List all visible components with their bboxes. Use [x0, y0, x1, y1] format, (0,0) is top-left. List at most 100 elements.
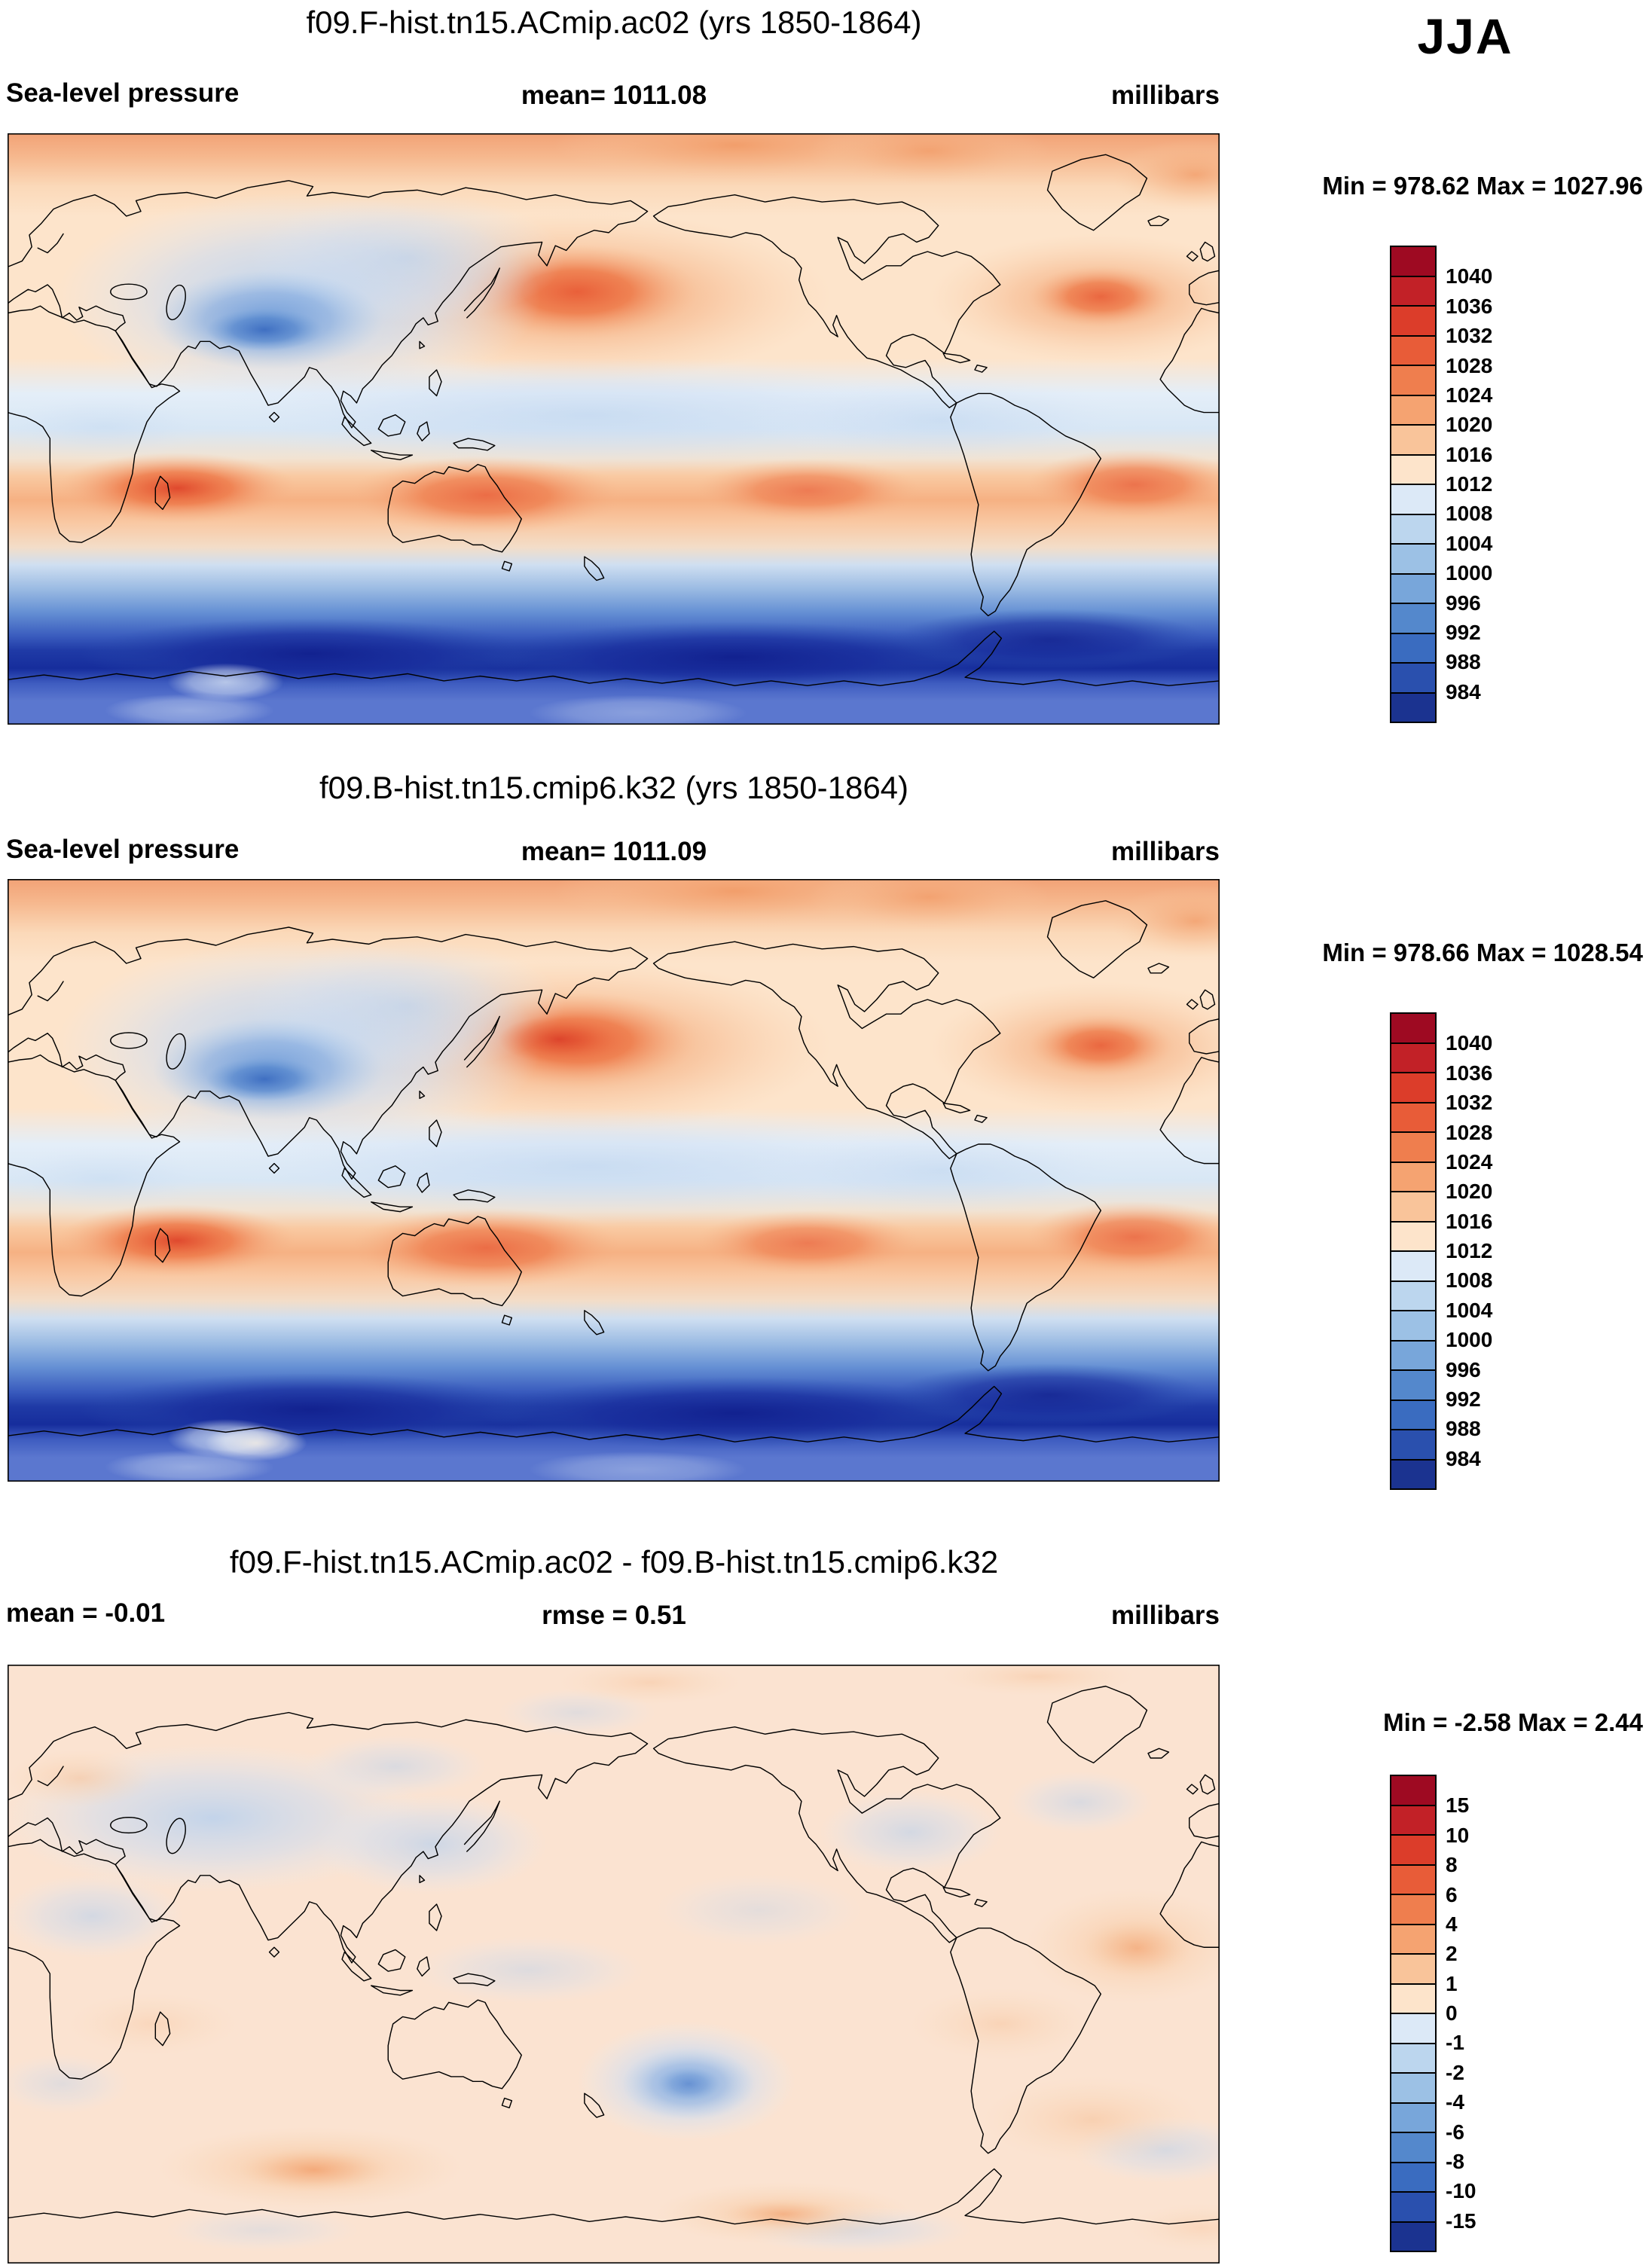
- colorbar-tick-label: 1000: [1446, 1328, 1493, 1352]
- colorbar-tick-label: 0: [1446, 2001, 1458, 2025]
- panel1-minmax: Min = 978.62 Max = 1027.96: [1322, 172, 1643, 200]
- map-border: [8, 133, 1220, 725]
- colorbar-tick-label: -4: [1446, 2090, 1464, 2114]
- colorbar-cell: [1391, 2042, 1435, 2072]
- colorbar-tick-label: 1004: [1446, 1298, 1493, 1322]
- colorbar-tick-label: 1008: [1446, 1268, 1493, 1293]
- colorbar-cell: [1391, 2221, 1435, 2251]
- colorbar-tick-label: 15: [1446, 1793, 1470, 1818]
- colorbar-tick-label: 1012: [1446, 472, 1493, 496]
- panel1-mean-text: mean= 1011.08: [521, 81, 707, 110]
- panel3-map: [8, 1665, 1220, 2263]
- colorbar-tick-label: 1: [1446, 1971, 1458, 1995]
- colorbar-cell: [1391, 2013, 1435, 2043]
- colorbar-tick-label: 1040: [1446, 264, 1493, 288]
- panel2-map: [8, 879, 1220, 1482]
- colorbar-tick-label: 2: [1446, 1942, 1458, 1966]
- panel1-title: f09.F-hist.tn15.ACmip.ac02 (yrs 1850-186…: [306, 5, 922, 40]
- colorbar-cell: [1391, 365, 1435, 395]
- colorbar-cell: [1391, 1220, 1435, 1250]
- colorbar-cell: [1391, 2102, 1435, 2132]
- colorbar-cell: [1391, 543, 1435, 573]
- panel3-units-label: millibars: [1111, 1601, 1220, 1630]
- colorbar-tick-label: 6: [1446, 1882, 1458, 1906]
- colorbar-tick-label: 988: [1446, 1417, 1481, 1441]
- colorbar-tick-label: 1024: [1446, 383, 1493, 407]
- colorbar-cell: [1391, 1983, 1435, 2013]
- panel3-rmse-text: rmse = 0.51: [542, 1601, 686, 1630]
- colorbar-tick-label: 1020: [1446, 1180, 1493, 1204]
- colorbar-cell: [1391, 1776, 1435, 1805]
- colorbar-tick-label: 1040: [1446, 1031, 1493, 1055]
- colorbar-cell: [1391, 1310, 1435, 1340]
- panel2-colorbar: 1040 1036 1032 1028 1024 1020 1016 1012 1008 1004…: [1390, 1012, 1492, 1490]
- slp-contour-field: [8, 879, 1220, 1482]
- colorbar-cell: [1391, 1072, 1435, 1102]
- colorbar-cell: [1391, 424, 1435, 454]
- panel3-title: f09.F-hist.tn15.ACmip.ac02 - f09.B-hist.…: [229, 1544, 999, 1580]
- colorbar-cell: [1391, 484, 1435, 514]
- colorbar-cell: [1391, 1458, 1435, 1488]
- colorbar-cell: [1391, 572, 1435, 603]
- map-border: [8, 879, 1220, 1482]
- colorbar-tick-label: 984: [1446, 1446, 1481, 1470]
- colorbar-tick-label: 1032: [1446, 1091, 1493, 1115]
- colorbar-cell: [1391, 1834, 1435, 1864]
- panel1-map: [8, 133, 1220, 725]
- panel2-minmax: Min = 978.66 Max = 1028.54: [1322, 939, 1643, 966]
- colorbar-tick-label: 1016: [1446, 1209, 1493, 1233]
- panel3-minmax: Min = -2.58 Max = 2.44: [1383, 1708, 1643, 1736]
- colorbar-cell: [1391, 1280, 1435, 1310]
- colorbar-tick-label: -10: [1446, 2179, 1476, 2203]
- panel1-variable-label: Sea-level pressure: [6, 78, 240, 108]
- colorbar-cell: [1391, 275, 1435, 305]
- colorbar-cell: [1391, 632, 1435, 662]
- colorbar-cell: [1391, 1191, 1435, 1221]
- colorbar-tick-label: 1012: [1446, 1239, 1493, 1262]
- colorbar-cell: [1391, 513, 1435, 543]
- colorbar-tick-label: -2: [1446, 2060, 1464, 2084]
- colorbar-tick-label: 992: [1446, 1387, 1481, 1411]
- panel2-mean-text: mean= 1011.09: [521, 837, 707, 866]
- colorbar-tick-label: 1004: [1446, 531, 1493, 555]
- map-border: [8, 1665, 1220, 2263]
- panel3-mean-text: mean = -0.01: [6, 1598, 166, 1628]
- colorbar-cell: [1391, 305, 1435, 335]
- colorbar-cell: [1391, 1339, 1435, 1369]
- slp-contour-field: [8, 133, 1220, 725]
- colorbar-cell: [1391, 2072, 1435, 2102]
- colorbar-cell: [1391, 2191, 1435, 2221]
- colorbar-tick-label: 1028: [1446, 1120, 1493, 1144]
- colorbar-tick-label: 992: [1446, 620, 1481, 644]
- colorbar-tick-label: 10: [1446, 1823, 1470, 1847]
- colorbar-tick-label: 4: [1446, 1912, 1458, 1936]
- colorbar-cell: [1391, 1864, 1435, 1894]
- colorbar-cell: [1391, 1042, 1435, 1072]
- colorbar-cell: [1391, 1250, 1435, 1281]
- colorbar-tick-label: -6: [1446, 2120, 1464, 2144]
- colorbar-cell: [1391, 1804, 1435, 1834]
- colorbar-tick-label: 1024: [1446, 1149, 1493, 1174]
- colorbar-tick-label: -8: [1446, 2149, 1464, 2173]
- colorbar-cell: [1391, 1953, 1435, 1983]
- colorbar-cell: [1391, 1161, 1435, 1191]
- diff-contour-field: [8, 1665, 1220, 2254]
- panel3-colorbar: 15 10 8 6 4 2 1 0 -1 -2 -4 -6 -8 -10 -15: [1390, 1775, 1476, 2252]
- colorbar-tick-label: 996: [1446, 591, 1481, 615]
- colorbar-tick-label: 996: [1446, 1357, 1481, 1381]
- panel1-units-label: millibars: [1111, 81, 1220, 110]
- colorbar-tick-label: 1036: [1446, 294, 1493, 318]
- colorbar-tick-label: 1028: [1446, 353, 1493, 377]
- season-label: JJA: [1417, 8, 1513, 64]
- colorbar-tick-label: -1: [1446, 2031, 1464, 2055]
- panel2-variable-label: Sea-level pressure: [6, 835, 240, 864]
- colorbar-cell: [1391, 334, 1435, 365]
- colorbar-cell: [1391, 394, 1435, 424]
- colorbar-cell: [1391, 691, 1435, 722]
- colorbar-tick-label: 1020: [1446, 413, 1493, 437]
- colorbar-tick-label: 984: [1446, 679, 1481, 704]
- colorbar-cell: [1391, 2161, 1435, 2191]
- colorbar-cell: [1391, 1014, 1435, 1042]
- panel2-units-label: millibars: [1111, 837, 1220, 866]
- colorbar-cell: [1391, 1101, 1435, 1131]
